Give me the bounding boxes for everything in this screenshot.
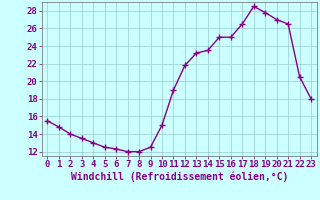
X-axis label: Windchill (Refroidissement éolien,°C): Windchill (Refroidissement éolien,°C) (70, 172, 288, 182)
